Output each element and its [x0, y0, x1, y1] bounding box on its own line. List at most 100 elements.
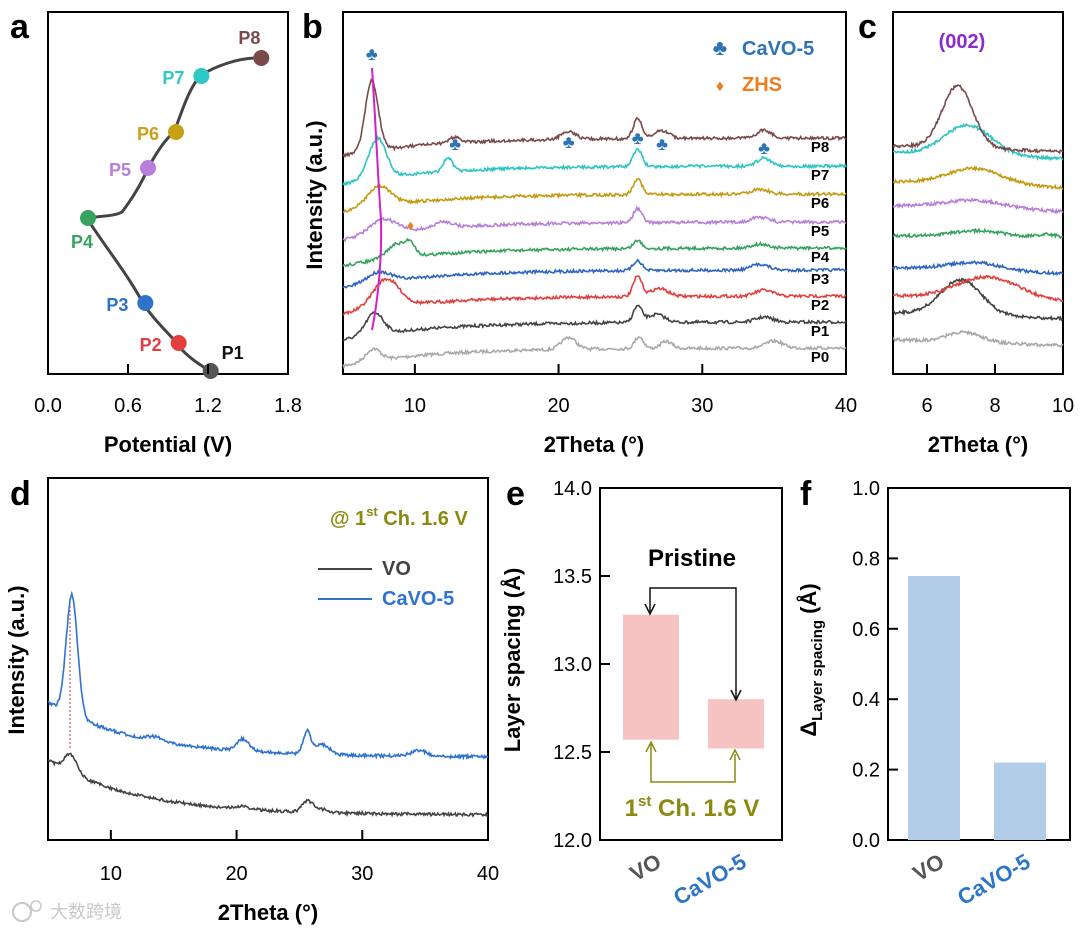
panel-label-f: f [800, 475, 812, 513]
panel-a-point-P1 [202, 363, 219, 379]
panel-f-category-label-VO: VO [908, 849, 948, 887]
panel-d-xtick-label: 10 [100, 863, 122, 885]
panel-a-point-label-P7: P7 [162, 68, 184, 88]
watermark-logo-icon-dot [30, 900, 42, 912]
panel-b-legend-label-ZHS: ZHS [742, 74, 782, 96]
panel-a-xlabel: Potential (V) [104, 432, 232, 457]
panel-e-layer-spacing-chart: Pristine 1st Ch. 1.6 V 12.0 12.5 13.0 13.5 1… [499, 478, 783, 910]
panel-b-legend-symbol-CaVO-5: ♣ [713, 35, 727, 60]
panel-f-ylabel: ΔLayer spacing (Å) [795, 583, 826, 736]
panel-b-shift-guide [371, 67, 383, 331]
panel-a-point-label-P8: P8 [238, 28, 260, 48]
panel-d-xlabel: 2Theta (°) [218, 900, 318, 925]
panel-b-club-peak-marker: ♣ [449, 134, 461, 154]
panel-b-series-label-P0: P0 [811, 349, 829, 366]
panel-b-series-P1 [342, 304, 847, 342]
panel-f-bar-VO [908, 576, 960, 840]
panel-b-club-peak-marker: ♣ [366, 44, 378, 64]
panel-a-frame [47, 11, 289, 375]
panel-a-point-label-P1: P1 [222, 343, 244, 363]
panel-b-series-label-P6: P6 [811, 195, 829, 212]
panel-b-legend-symbol-ZHS: ♦ [716, 78, 724, 95]
panel-b-series-P0 [342, 335, 847, 370]
panel-c-xtick-label: 10 [1052, 395, 1074, 417]
panel-e-ytick-label: 12.0 [553, 830, 592, 852]
panel-e-ytick-label: 14.0 [553, 478, 592, 500]
panel-b-series-label-P5: P5 [811, 223, 829, 240]
panel-e-pristine-arrowhead-right [730, 689, 742, 702]
panel-a-point-P2 [170, 335, 187, 351]
panel-f-ytick-label: 0.2 [852, 760, 880, 782]
panel-b-ylabel: Intensity (a.u.) [302, 120, 327, 269]
panel-b-series-label-P8: P8 [811, 139, 829, 156]
panel-a-point-P3 [137, 295, 154, 311]
panel-c-series-P7 [892, 122, 1063, 162]
panel-b-xlabel: 2Theta (°) [544, 432, 644, 457]
panel-c-series-P1 [892, 277, 1064, 322]
panel-c-xtick-label: 8 [989, 395, 1000, 417]
panel-a-point-P7 [193, 68, 210, 84]
panel-b-series-P5 [342, 205, 847, 243]
panel-f-category-label-CaVO-5: CaVO-5 [953, 849, 1034, 910]
panel-a-point-label-P2: P2 [140, 335, 162, 355]
panel-c-series-P2 [892, 274, 1064, 303]
panel-b-zhs-peak-marker: ♦ [407, 217, 414, 233]
panel-c-annotation: (002) [939, 31, 986, 53]
panel-a-xtick-label: 0.0 [34, 395, 62, 417]
panel-d-frame [47, 477, 489, 841]
panel-b-club-peak-marker: ♣ [632, 128, 644, 148]
panel-f-bar-CaVO-5 [994, 762, 1046, 840]
panel-b-series-label-P7: P7 [811, 167, 829, 184]
panel-e-category-label-VO: VO [625, 849, 665, 887]
panel-c-series-P8 [892, 84, 1064, 155]
panel-d-legend-label-VO: VO [382, 558, 411, 580]
panel-c-zoom-chart: (002) 6 8 10 2Theta (°) [892, 11, 1074, 457]
panel-e-charge-arrow [650, 744, 736, 783]
panel-d-xrd-chart: @ 1st Ch. 1.6 V VO CaVO-5 10 20 30 40 2Theta… [4, 477, 499, 925]
panel-a-point-P5 [140, 160, 156, 176]
panel-c-series-P0 [893, 329, 1064, 348]
panel-e-bottom-label: 1st Ch. 1.6 V [625, 793, 760, 822]
panel-b-series-P3 [342, 258, 847, 289]
panel-e-category-label-CaVO-5: CaVO-5 [669, 849, 750, 910]
panel-b-club-peak-marker: ♣ [563, 132, 575, 152]
panel-a-point-label-P4: P4 [71, 232, 93, 252]
panel-f-ytick-label: 0.6 [852, 619, 880, 641]
panel-b-series-P7 [342, 134, 847, 187]
panel-label-a: a [10, 8, 30, 46]
panel-b-series-P8 [342, 77, 847, 159]
panel-a-xtick-label: 0.6 [114, 395, 142, 417]
panel-b-club-peak-marker: ♣ [758, 138, 770, 158]
panel-f-ytick-label: 1.0 [852, 478, 880, 500]
panel-b-series-P6 [342, 177, 847, 214]
panel-b-xtick-label: 30 [691, 395, 713, 417]
panel-c-series-P5 [892, 197, 1064, 215]
panel-b-xtick-label: 20 [547, 395, 569, 417]
panel-label-b: b [302, 8, 323, 46]
panel-f-delta-chart: 0.0 0.2 0.4 0.6 0.8 1.0 VO CaVO-5 ΔLayer spacin… [795, 478, 1071, 910]
watermark-logo-icon [12, 902, 32, 922]
panel-b-series-label-P1: P1 [811, 323, 829, 340]
panel-e-ytick-label: 13.5 [553, 566, 592, 588]
panel-a-xtick-label: 1.2 [194, 395, 222, 417]
panel-b-legend-label-CaVO-5: CaVO-5 [742, 38, 814, 60]
panel-d-series-VO [47, 752, 489, 819]
panel-f-ytick-label: 0.8 [852, 548, 880, 570]
panel-e-ytick-label: 12.5 [553, 742, 592, 764]
panel-e-top-label: Pristine [648, 545, 736, 572]
panel-d-ylabel: Intensity (a.u.) [4, 585, 29, 734]
panel-b-series-P4 [342, 237, 847, 268]
panel-b-club-peak-marker: ♣ [656, 134, 668, 154]
panel-b-series-label-P3: P3 [811, 271, 829, 288]
panel-e-ylabel: Layer spacing (Å) [499, 568, 525, 753]
panel-a-potential-chart: P1 P2 P3 P4 P5 P6 P7 P8 0.0 0.6 1.2 1.8 Potential … [34, 11, 302, 457]
panel-a-point-P4 [80, 210, 96, 226]
panel-a-point-label-P5: P5 [109, 160, 131, 180]
panel-f-ytick-label: 0.0 [852, 830, 880, 852]
panel-b-xtick-label: 10 [404, 395, 426, 417]
panel-d-legend-label-CaVO-5: CaVO-5 [382, 588, 454, 610]
panel-a-xtick-label: 1.8 [274, 395, 302, 417]
panel-c-xtick-label: 6 [921, 395, 932, 417]
panel-label-d: d [10, 475, 31, 513]
